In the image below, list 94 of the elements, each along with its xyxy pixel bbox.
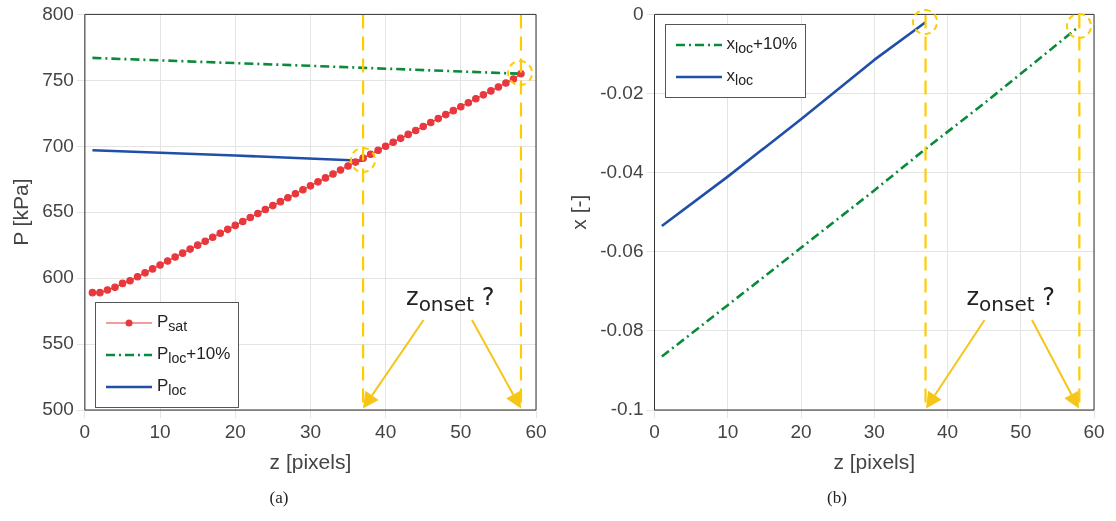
y-axis-title: x [-] xyxy=(567,194,591,230)
point xyxy=(223,225,232,234)
point xyxy=(411,126,420,135)
point xyxy=(502,79,510,87)
point xyxy=(314,178,322,186)
y-tick-label: 600 xyxy=(42,266,74,288)
x-tick-label: 0 xyxy=(79,420,91,442)
point xyxy=(111,283,119,292)
legend-label: P$_{loc}$+10% xyxy=(156,343,231,367)
annotation: z$_{onset}$ ? xyxy=(406,283,495,317)
point xyxy=(156,261,164,269)
point xyxy=(449,106,458,115)
point xyxy=(246,213,255,222)
point xyxy=(141,269,149,277)
point xyxy=(103,286,112,294)
point xyxy=(269,201,277,210)
point xyxy=(487,87,495,95)
point xyxy=(284,193,292,202)
point xyxy=(193,241,202,249)
legend-label: x$_{loc}$ xyxy=(726,66,754,89)
x-tick-label: 30 xyxy=(863,420,885,442)
x-tick-label: 40 xyxy=(936,420,959,442)
y-axis-title: P [kPa] xyxy=(9,178,33,246)
point xyxy=(336,166,345,174)
x-tick-label: 50 xyxy=(1010,420,1032,442)
point xyxy=(208,233,217,242)
x-tick-label: 60 xyxy=(1083,420,1105,442)
point xyxy=(464,98,473,107)
x-axis-title: z [pixels] xyxy=(269,450,352,474)
point xyxy=(148,265,157,273)
x-tick-label: 20 xyxy=(224,420,246,442)
point xyxy=(171,253,179,261)
point xyxy=(178,249,187,257)
legend-label: P$_{sat}$ xyxy=(156,311,188,335)
point xyxy=(276,197,285,206)
point xyxy=(396,134,405,143)
y-tick-label: 700 xyxy=(42,134,74,156)
point xyxy=(306,182,315,190)
point xyxy=(254,209,262,218)
point xyxy=(419,122,428,131)
y-tick-label: -0.04 xyxy=(600,160,644,182)
y-tick-label: 0 xyxy=(632,2,644,24)
point xyxy=(88,288,97,297)
point xyxy=(404,130,412,139)
point xyxy=(126,276,134,285)
point xyxy=(434,114,443,123)
point xyxy=(163,257,172,265)
point xyxy=(441,110,450,119)
point xyxy=(299,185,307,194)
point xyxy=(329,170,337,178)
point xyxy=(381,142,390,151)
point xyxy=(216,229,225,238)
point xyxy=(344,162,352,170)
x-axis-title: z [pixels] xyxy=(833,450,916,474)
point xyxy=(261,205,270,214)
point xyxy=(426,118,435,127)
x-tick-label: 40 xyxy=(375,420,397,442)
point xyxy=(118,279,127,288)
text: (b) xyxy=(826,488,848,508)
legend-label: P$_{loc}$ xyxy=(156,375,187,399)
point xyxy=(291,189,300,198)
x-tick-label: 10 xyxy=(717,420,739,442)
point xyxy=(494,83,503,91)
x-tick-label: 10 xyxy=(149,420,171,442)
x-tick-label: 20 xyxy=(790,420,812,442)
y-tick-label: -0.02 xyxy=(600,81,644,103)
point xyxy=(472,95,480,103)
x-tick-label: 30 xyxy=(299,420,322,442)
point xyxy=(186,245,194,253)
y-tick-label: -0.06 xyxy=(600,239,644,261)
x-tick-label: 60 xyxy=(525,420,547,442)
annotation: z$_{onset}$ ? xyxy=(966,283,1055,317)
point xyxy=(374,146,382,155)
legend-label: x$_{loc}$+10% xyxy=(726,34,798,57)
x-tick-label: 50 xyxy=(450,420,472,442)
point xyxy=(351,158,360,166)
point xyxy=(479,91,488,99)
x-tick-label: 0 xyxy=(649,420,660,442)
point xyxy=(321,174,330,182)
y-tick-label: 500 xyxy=(42,398,74,420)
y-tick-label: 800 xyxy=(42,2,74,24)
y-tick-label: -0.08 xyxy=(600,319,644,341)
y-tick-label: 750 xyxy=(42,68,74,90)
y-tick-label: 650 xyxy=(42,200,74,222)
y-tick-label: 550 xyxy=(42,332,74,354)
point xyxy=(133,273,142,281)
point xyxy=(201,237,209,246)
text: (a) xyxy=(268,488,290,508)
y-tick-label: -0.1 xyxy=(610,398,644,420)
point xyxy=(389,138,397,147)
point xyxy=(96,288,104,297)
point xyxy=(457,102,465,111)
point xyxy=(231,221,240,230)
point xyxy=(238,217,247,226)
